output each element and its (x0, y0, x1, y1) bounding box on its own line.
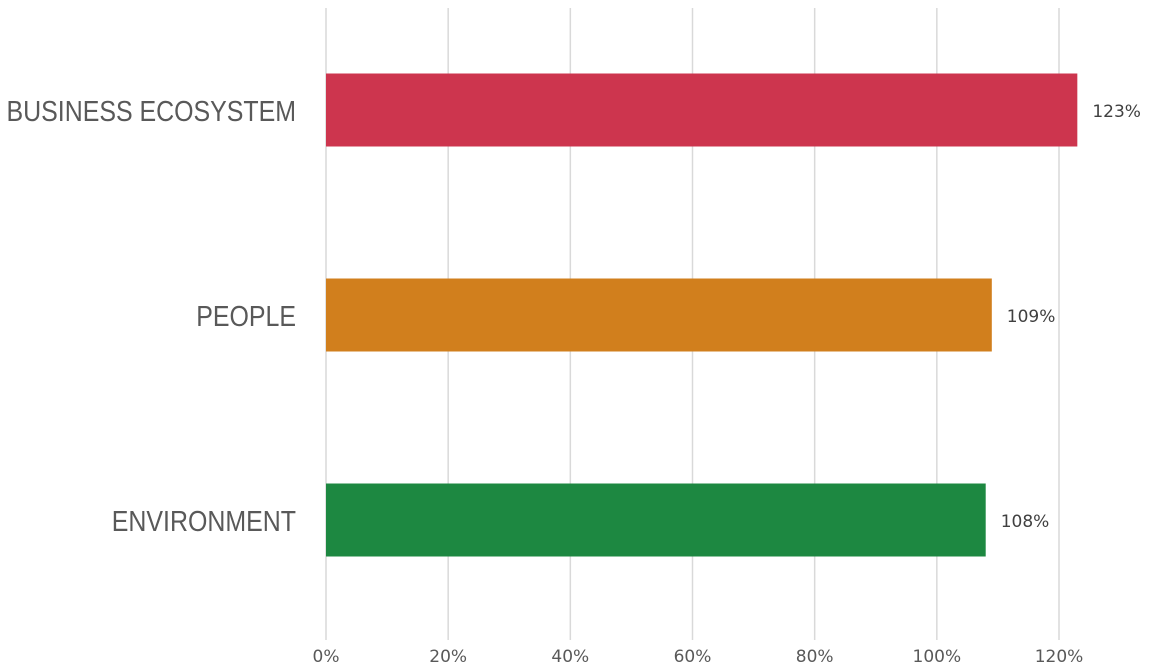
data-label: 109% (1007, 307, 1056, 327)
data-label: 123% (1092, 102, 1141, 122)
x-tick-label: 120% (1035, 647, 1084, 665)
category-label: PEOPLE (196, 300, 296, 332)
bars (326, 73, 1078, 557)
x-tick-label: 80% (796, 647, 834, 665)
x-axis-tick-labels: 0% 20% 40% 60% 80% 100% 120% (313, 647, 1084, 665)
data-label: 108% (1001, 512, 1050, 532)
category-label: ENVIRONMENT (112, 505, 296, 537)
x-tick-label: 40% (551, 647, 589, 665)
data-labels: 123% 109% 108% (1001, 102, 1141, 532)
bar-people (326, 278, 992, 352)
bar-environment (326, 483, 986, 557)
x-tick-label: 100% (913, 647, 962, 665)
category-labels: BUSINESS ECOSYSTEM PEOPLE ENVIRONMENT (7, 95, 296, 537)
bar-business-ecosystem (326, 73, 1078, 147)
x-tick-label: 20% (429, 647, 467, 665)
category-label: BUSINESS ECOSYSTEM (7, 95, 296, 127)
x-tick-label: 0% (313, 647, 340, 665)
x-tick-label: 60% (674, 647, 712, 665)
